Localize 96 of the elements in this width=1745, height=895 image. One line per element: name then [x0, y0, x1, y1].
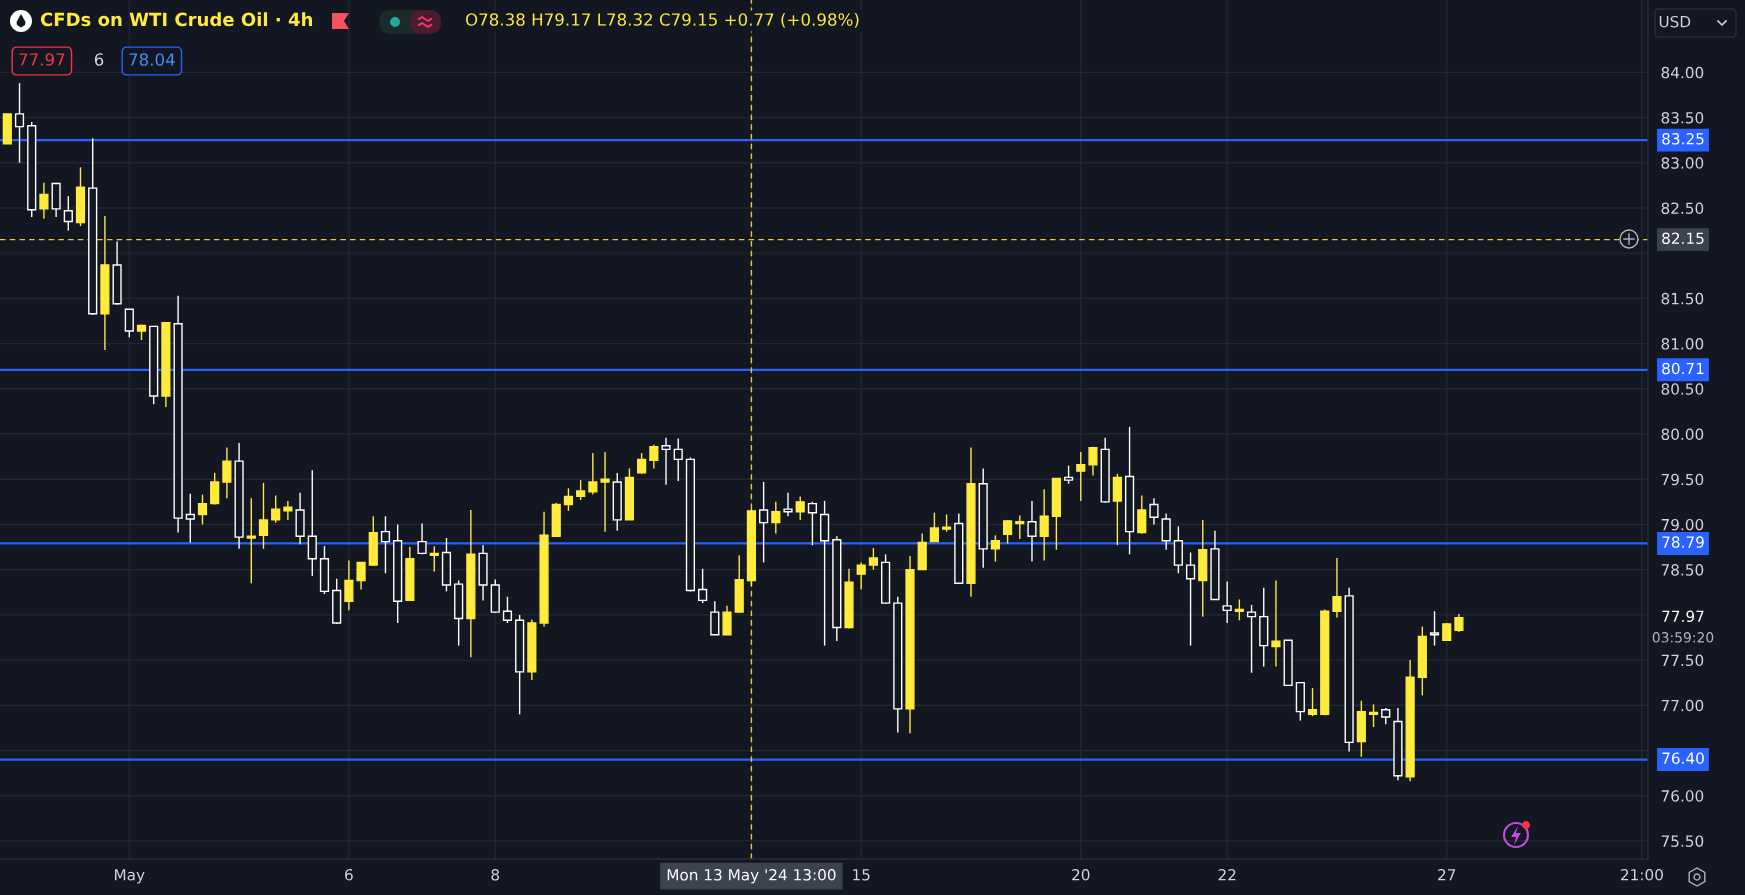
candlestick — [1222, 580, 1232, 624]
candlestick — [588, 452, 598, 496]
y-tick-label: 83.00 — [1661, 157, 1704, 169]
candlestick — [807, 501, 818, 546]
x-tick-label: 27 — [1438, 868, 1456, 881]
candlestick — [185, 493, 195, 544]
y-tick-label: 78.50 — [1661, 564, 1704, 576]
candlestick — [429, 545, 439, 573]
candlestick — [1161, 512, 1171, 551]
x-tick-label: 20 — [1072, 868, 1090, 881]
candlestick — [795, 495, 805, 521]
text: 77.97 — [1662, 610, 1704, 623]
y-tick-label: 82.50 — [1661, 202, 1704, 214]
candlestick — [197, 493, 208, 526]
candlestick — [14, 82, 25, 164]
candlestick — [1076, 451, 1086, 502]
candlestick — [563, 487, 574, 512]
annotation: 6 — [94, 53, 104, 66]
x-tick-label: May — [115, 869, 145, 884]
ref-line-label: 80.71 — [1662, 362, 1704, 375]
x-tick-label: 22 — [1218, 868, 1236, 881]
candlestick — [673, 437, 683, 482]
y-tick-label: 83.50 — [1661, 112, 1704, 124]
candlestick — [722, 605, 732, 636]
candlestick — [39, 181, 49, 220]
x-tick-label: 15 — [853, 869, 870, 881]
x-tick-label: 6 — [345, 868, 353, 881]
y-tick-label: 84.00 — [1661, 66, 1704, 79]
candlestick — [649, 444, 659, 470]
candlestick — [1234, 598, 1244, 621]
candlestick — [783, 492, 793, 517]
y-tick-label: 75.50 — [1661, 835, 1704, 847]
text: CFDs on WTI Crude Oil · 4h — [40, 12, 313, 27]
ref-line-label: 76.40 — [1662, 752, 1704, 764]
text: 03:59:20 — [1652, 632, 1714, 643]
candlestick — [222, 446, 232, 499]
candlestick — [759, 481, 769, 564]
x-tick-label: 8 — [491, 868, 500, 881]
candlestick — [1149, 497, 1159, 526]
candlestick — [307, 469, 317, 577]
x-tick-label: 21:00 — [1621, 868, 1663, 881]
candlestick — [868, 547, 879, 571]
text: O78.38 H79.17 L78.32 C79.15 +0.77 (+0.98%) — [465, 12, 859, 28]
candlestick — [417, 522, 427, 555]
candlestick — [1063, 464, 1074, 485]
candlestick — [698, 568, 708, 604]
candlestick — [344, 559, 354, 612]
ref-line-label: 82.15 — [1662, 232, 1704, 245]
candlestick — [356, 561, 366, 591]
candlestick — [929, 511, 939, 543]
candlestick — [502, 596, 513, 624]
y-tick-label: 80.00 — [1661, 428, 1704, 441]
y-tick-label: 81.00 — [1661, 338, 1704, 350]
ref-line-label: 83.25 — [1662, 133, 1704, 145]
candlestick — [1185, 551, 1196, 647]
y-axis-title: USD — [1659, 15, 1691, 28]
candlestick — [1027, 500, 1037, 563]
y-tick-label: 81.50 — [1661, 292, 1704, 305]
candlestick — [1368, 703, 1379, 728]
candlestick — [990, 534, 1000, 563]
candlestick — [600, 451, 610, 533]
candlestick — [576, 479, 586, 501]
candlestick — [1088, 445, 1098, 477]
candlestick — [1271, 579, 1281, 668]
candlestick — [1307, 687, 1318, 717]
candlestick — [63, 195, 73, 232]
candlestick — [637, 452, 647, 475]
candlestick — [1039, 488, 1049, 562]
ref-line-label: 78.79 — [1662, 536, 1704, 548]
candlestick — [771, 501, 781, 535]
candlestick — [1015, 514, 1025, 540]
y-tick-label: 79.00 — [1661, 518, 1704, 531]
candlestick — [661, 436, 671, 486]
y-tick-label: 77.50 — [1661, 654, 1704, 667]
annotation: 77.97 — [19, 53, 65, 66]
candlestick — [1246, 604, 1257, 674]
y-tick-label: 76.00 — [1661, 790, 1704, 802]
candlestick — [380, 515, 391, 574]
y-tick-label: 77.00 — [1661, 699, 1704, 712]
x-tick-label: Mon 13 May '24 13:00 — [667, 868, 836, 884]
candlestick — [856, 561, 866, 591]
candlestick — [1137, 494, 1147, 535]
candlestick — [271, 494, 281, 524]
candlestick — [1332, 557, 1342, 619]
candlestick — [1429, 610, 1440, 647]
annotation: 78.04 — [129, 53, 175, 66]
candlestick — [210, 472, 220, 506]
candlestick — [710, 600, 720, 636]
candlestick — [1112, 473, 1122, 546]
candlestick — [124, 308, 134, 338]
y-tick-label: 79.50 — [1661, 473, 1704, 486]
candlestick — [246, 497, 256, 584]
candlestick — [283, 500, 293, 521]
candlestick — [258, 482, 269, 550]
y-tick-label: 80.50 — [1661, 383, 1704, 395]
candlestick — [1454, 613, 1464, 633]
